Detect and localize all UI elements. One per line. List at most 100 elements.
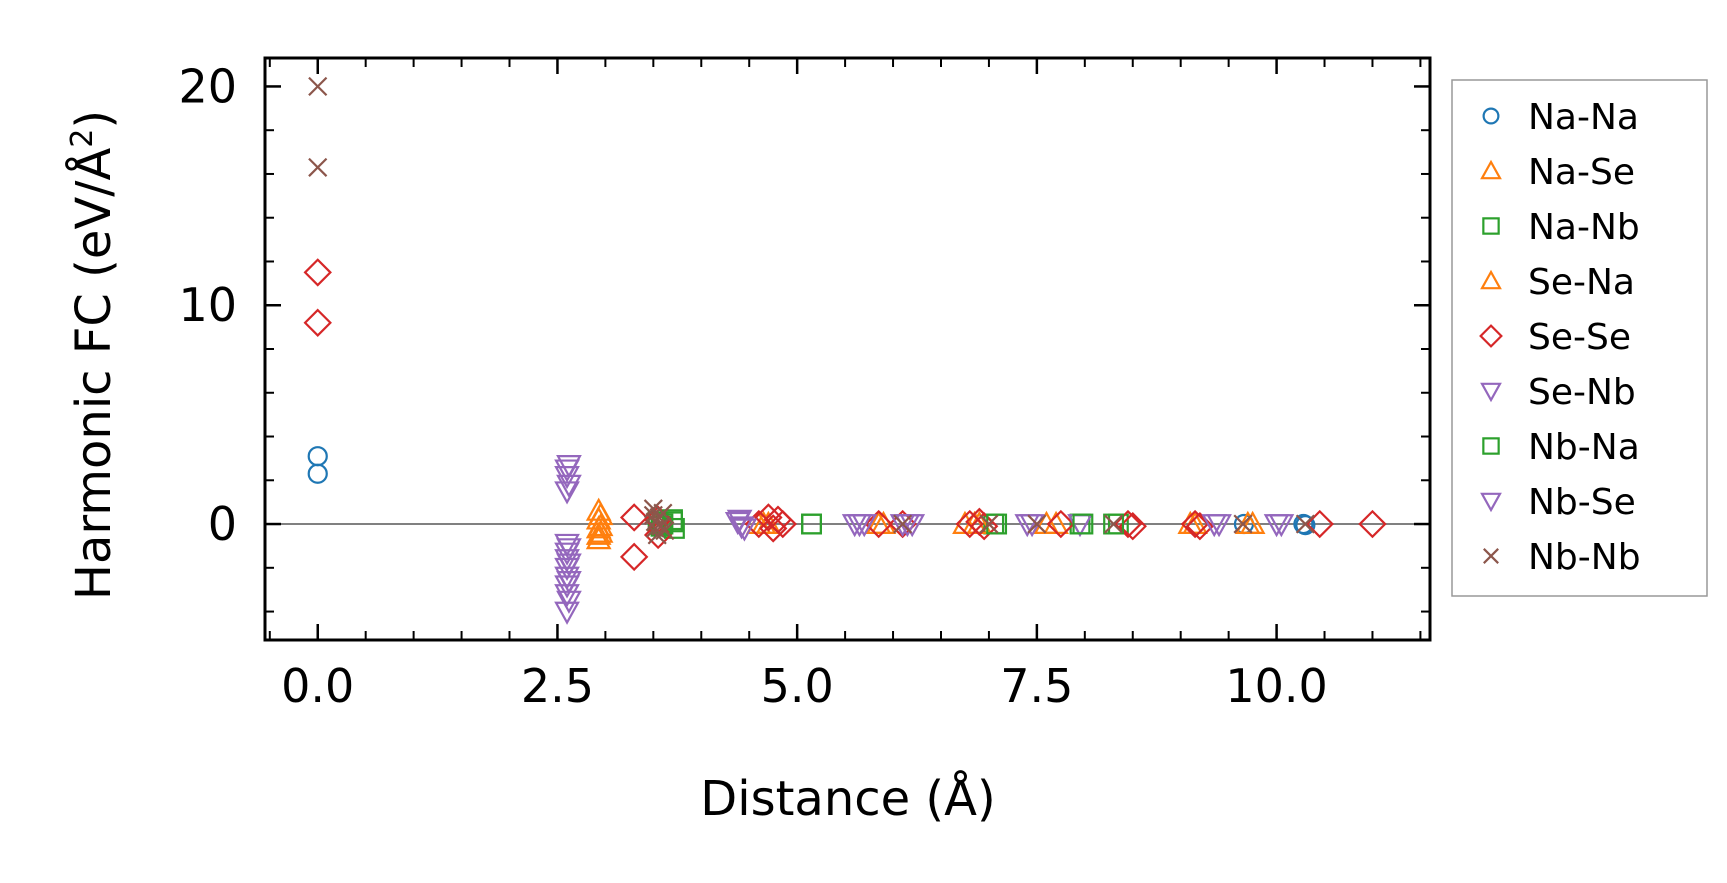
- data-point-nb-nb-9-stroke-b: [653, 503, 673, 523]
- data-point-nb-se-0: [556, 455, 582, 479]
- legend-label-na-nb: Na-Nb: [1528, 207, 1640, 248]
- data-point-nb-na-5: [1103, 513, 1125, 535]
- data-point-nb-nb-9: [653, 503, 673, 523]
- x-tick-label-4: 10.0: [1225, 659, 1327, 713]
- data-point-nb-nb-10-stroke-b: [655, 521, 675, 541]
- data-point-se-se-10: [768, 509, 797, 539]
- legend-marker-nb-na: [1482, 437, 1500, 455]
- legend-marker-nb-se: [1480, 492, 1502, 513]
- legend-marker-se-na: [1480, 269, 1502, 290]
- data-point-nb-nb-10: [655, 521, 675, 541]
- data-point-nb-se-4: [556, 571, 582, 595]
- data-point-se-na-1: [587, 512, 614, 537]
- legend-items: Na-Na Na-Se Na-Nb Se-Na Se-Se Se-Nb Nb-Na Nb-Se…: [1479, 97, 1641, 578]
- legend-marker-se-se: [1479, 324, 1503, 348]
- legend-label-se-nb: Se-Nb: [1528, 372, 1636, 413]
- data-point-se-se-17: [1113, 509, 1143, 539]
- data-point-nb-nb-13-stroke-b: [1027, 514, 1047, 534]
- y-axis-title-superscript: 2: [65, 129, 100, 148]
- axes-layer: [263, 56, 1432, 642]
- data-point-nb-nb-15-stroke-b: [1233, 514, 1253, 534]
- data-point-nb-se-12: [1268, 514, 1295, 538]
- data-point-se-nb-9: [554, 584, 580, 608]
- data-point-se-se-2: [619, 503, 649, 532]
- data-point-se-se-11: [864, 509, 893, 539]
- data-point-se-se-18: [1118, 512, 1147, 541]
- x-tick-label-0: 0.0: [281, 659, 354, 713]
- data-point-nb-na-2: [801, 513, 822, 535]
- data-point-se-nb-10: [554, 601, 580, 625]
- legend-label-se-na: Se-Na: [1528, 262, 1635, 303]
- data-point-nb-nb-14-stroke-b: [1104, 514, 1124, 534]
- data-point-nb-nb-15: [1233, 514, 1253, 534]
- y-tick-label-1: 10: [178, 278, 237, 332]
- x-tick-label-2: 5.0: [761, 659, 834, 713]
- x-tick-label-3: 7.5: [1000, 659, 1073, 713]
- data-point-nb-nb-11: [893, 514, 913, 534]
- data-point-nb-nb-5-stroke-b: [645, 518, 665, 538]
- legend-frame: [1451, 79, 1708, 597]
- series-nb-nb: [308, 76, 1315, 545]
- data-point-se-se-15: [969, 512, 999, 541]
- tick-labels-layer: 0.0 2.5 5.0 7.5 10.0 0 10 20: [178, 59, 1327, 713]
- data-point-nb-nb-12-stroke-b: [979, 514, 999, 534]
- data-point-nb-nb-16-stroke-b: [1295, 514, 1315, 534]
- x-axis-title: Distance (Å): [700, 770, 995, 827]
- data-point-nb-nb-13: [1027, 514, 1047, 534]
- data-point-se-se-22: [1358, 509, 1387, 539]
- data-point-se-se-8: [758, 514, 788, 543]
- data-point-nb-nb-1-stroke-b: [308, 157, 328, 177]
- data-point-na-na-1: [307, 463, 328, 484]
- data-point-se-se-20: [1185, 512, 1215, 541]
- data-point-se-na-0: [587, 502, 614, 526]
- data-point-se-se-7: [754, 503, 783, 532]
- legend-label-se-se: Se-Se: [1528, 317, 1631, 358]
- data-point-nb-se-1: [556, 474, 582, 498]
- data-point-nb-nb-1: [308, 157, 328, 177]
- series-na-na: [307, 446, 1316, 536]
- data-point-se-nb-2: [554, 481, 580, 505]
- data-point-nb-se-5: [556, 590, 582, 614]
- data-point-nb-se-2: [556, 538, 582, 562]
- data-point-nb-se-7: [731, 518, 758, 542]
- legend-label-na-na: Na-Na: [1528, 97, 1639, 138]
- legend-label-nb-nb: Nb-Nb: [1528, 537, 1641, 578]
- data-point-nb-nb-0-stroke-b: [308, 76, 328, 97]
- legend-label-nb-na: Nb-Na: [1528, 427, 1640, 468]
- data-point-se-se-0: [303, 258, 332, 287]
- legend-marker-na-se: [1480, 159, 1502, 180]
- data-point-na-se-4: [585, 526, 612, 550]
- data-point-nb-na-3: [986, 513, 1008, 535]
- data-point-nb-na-4: [1072, 513, 1094, 535]
- y-tick-label-0: 0: [208, 497, 237, 551]
- legend-label-nb-se: Nb-Se: [1528, 482, 1636, 523]
- legend-marker-se-nb: [1480, 382, 1502, 403]
- data-point-se-se-19: [1180, 509, 1210, 539]
- legend-marker-nb-nb-stroke-b: [1483, 548, 1499, 564]
- y-tick-label-2: 20: [178, 59, 237, 113]
- y-axis-title: Harmonic FC (eV/Å2): [65, 110, 122, 600]
- data-point-nb-se-11: [1201, 514, 1228, 538]
- data-point-nb-nb-14: [1104, 514, 1124, 534]
- data-point-nb-se-3: [556, 553, 582, 577]
- data-point-se-se-3: [619, 542, 649, 572]
- data-point-se-nb-1: [554, 466, 580, 490]
- legend-marker-na-na: [1482, 107, 1500, 125]
- data-point-nb-nb-12: [979, 514, 999, 534]
- legend-marker-na-nb: [1482, 217, 1500, 235]
- data-point-nb-se-6: [724, 511, 751, 536]
- legend: Na-Na Na-Se Na-Nb Se-Na Se-Se Se-Nb Nb-Na Nb-Se…: [1451, 79, 1708, 597]
- data-point-se-nb-12: [728, 516, 755, 540]
- data-point-nb-se-8: [851, 514, 878, 538]
- y-axis-title-close: ): [66, 110, 122, 129]
- legend-label-na-se: Na-Se: [1528, 152, 1635, 193]
- data-point-se-na-2: [587, 519, 614, 543]
- data-point-na-na-4: [1295, 515, 1316, 536]
- data-point-se-se-21: [1305, 509, 1334, 539]
- data-point-nb-nb-16: [1295, 514, 1315, 534]
- data-points-layer: [303, 76, 1387, 625]
- data-point-nb-nb-11-stroke-b: [893, 514, 913, 534]
- data-point-nb-nb-0: [308, 76, 328, 97]
